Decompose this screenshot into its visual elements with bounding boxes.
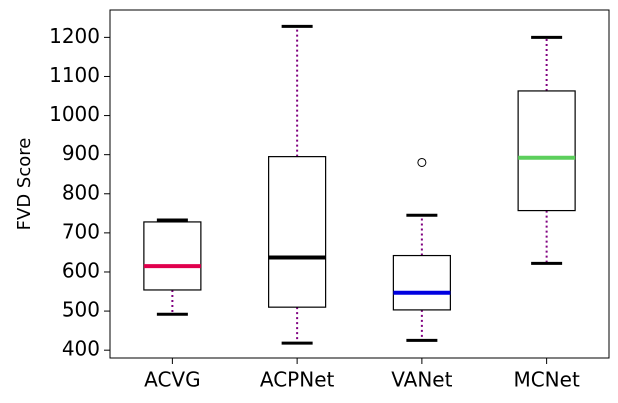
y-tick-label: 600 [62, 258, 100, 282]
box-acvg [143, 218, 202, 316]
outlier-point [417, 157, 427, 167]
box-iqr [517, 90, 576, 212]
box-group [143, 24, 576, 345]
x-axis: ACVG ACPNet VANet MCNet [144, 358, 580, 392]
y-tick-label: 900 [62, 141, 100, 165]
x-tick-label: ACPNet [260, 368, 335, 392]
y-tick-label: 800 [62, 180, 100, 204]
box-iqr [268, 156, 327, 308]
y-axis: 400 500 600 700 800 900 1000 1100 1200 [49, 24, 110, 361]
y-tick-label: 500 [62, 298, 100, 322]
y-tick-label: 1100 [49, 63, 100, 87]
box-iqr [392, 254, 451, 311]
y-tick-label: 400 [62, 337, 100, 361]
y-tick-label: 1200 [49, 24, 100, 48]
box-iqr [143, 221, 202, 291]
y-axis-title: FVD Score [14, 138, 35, 231]
box-mcnet [517, 35, 576, 265]
y-tick-label: 700 [62, 219, 100, 243]
box-vanet [392, 157, 451, 342]
box-acpnet [268, 24, 327, 345]
x-tick-label: ACVG [144, 368, 200, 392]
x-tick-label: MCNet [513, 368, 579, 392]
y-tick-label: 1000 [49, 102, 100, 126]
x-tick-label: VANet [391, 368, 452, 392]
